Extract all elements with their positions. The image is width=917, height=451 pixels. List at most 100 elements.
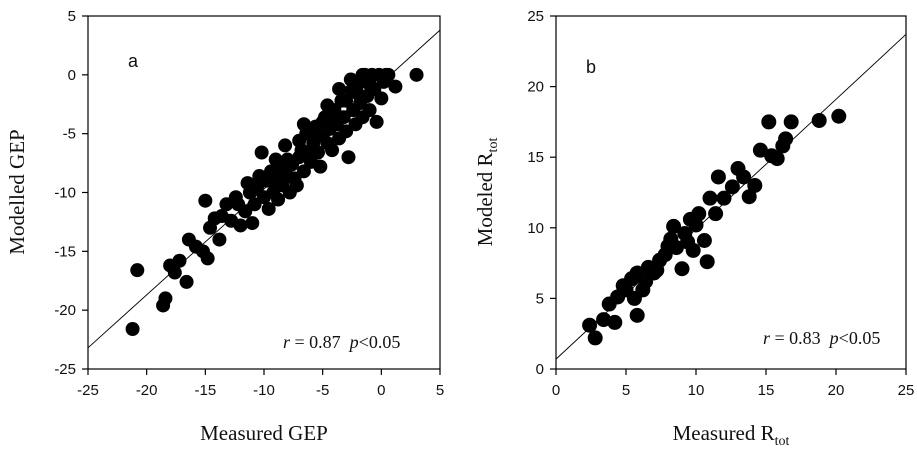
panel-a-point-85 (315, 114, 330, 129)
panel-b-point-42 (811, 112, 827, 128)
panel-a-point-76 (374, 91, 389, 106)
panel-a-point-40 (289, 178, 304, 193)
panel-b-point-44 (638, 273, 654, 289)
panel-a-point-89 (379, 67, 394, 82)
panel-a-point-22 (245, 216, 260, 231)
panel-b-point-19 (674, 261, 690, 277)
panel-b-point-26 (702, 190, 718, 206)
panel-b-x-tick-label: 25 (898, 382, 915, 399)
panel-b-y-ticks: 0 5 10 15 20 25 (527, 8, 556, 378)
panel-b-point-9 (629, 307, 645, 323)
panel-a-point-71 (362, 103, 377, 118)
panel-b-point-38 (769, 151, 785, 167)
panel-b-y-tick-label: 25 (527, 8, 544, 25)
panel-a-point-5 (167, 265, 182, 280)
panel-a-point-74 (369, 114, 384, 129)
panel-b-point-2 (596, 312, 612, 328)
panel-a-x-tick-label: -20 (136, 382, 158, 399)
panel-a-y-tick-label: -10 (54, 185, 76, 202)
panel-a-y-tick-label: 5 (68, 8, 76, 25)
panel-a-y-tick-label: -25 (54, 361, 76, 378)
panel-a-x-axis-title: Measured GEP (200, 421, 328, 445)
panel-a-x-tick-label: -15 (194, 382, 216, 399)
panel-b-point-41 (783, 114, 799, 130)
panel-a-x-tick-label: -10 (253, 382, 275, 399)
panel-b-point-40 (778, 131, 794, 147)
panel-b-x-ticks: 0 5 10 15 20 25 (552, 369, 915, 399)
panel-a-point-50 (313, 159, 328, 174)
panel-b-point-4 (607, 314, 623, 330)
panel-b-point-46 (660, 238, 676, 254)
panel-a-point-19 (233, 218, 248, 233)
panel-b-y-tick-label: 10 (527, 220, 544, 237)
panel-a-y-tick-label: 0 (68, 67, 76, 84)
panel-a-point-11 (200, 251, 215, 266)
panel-a-y-tick-label: -5 (63, 126, 76, 143)
panel-b-x-tick-label: 0 (552, 382, 560, 399)
panel-b-point-35 (752, 142, 768, 158)
panel-b-x-tick-label: 5 (622, 382, 630, 399)
panel-b-point-17 (666, 218, 682, 234)
panel-a-letter: a (128, 51, 139, 71)
panel-b-point-47 (680, 234, 696, 250)
panel-b-point-28 (710, 169, 726, 185)
panel-a-point-12 (198, 193, 213, 208)
panel-b-point-30 (724, 179, 740, 195)
panel-b-point-36 (761, 114, 777, 130)
panel-a-point-98 (252, 169, 267, 184)
panel-a: -25 -20 -15 -10 -5 0 5 -25 -20 -15 -10 -5 0 5 a r = … (5, 8, 444, 445)
panel-b-x-tick-label: 10 (688, 382, 705, 399)
panel-b-frame (555, 15, 907, 370)
panel-a-y-ticks: -25 -20 -15 -10 -5 0 5 (54, 8, 88, 378)
panel-a-point-32 (271, 192, 286, 207)
panel-b-point-32 (736, 169, 752, 185)
panel-b-point-1 (587, 330, 603, 346)
panel-a-point-6 (172, 253, 187, 268)
panel-b-y-tick-label: 15 (527, 149, 544, 166)
panel-a-point-80 (409, 67, 424, 82)
panel-b-point-29 (716, 190, 732, 206)
panel-a-point-3 (158, 291, 173, 306)
panel-b-point-45 (649, 262, 665, 278)
panel-b-point-43 (831, 108, 847, 124)
panel-b-y-axis-title: Modeled Rtot (473, 138, 501, 247)
panel-b-point-34 (747, 177, 763, 193)
panel-a-point-0 (125, 321, 140, 336)
panel-b-point-24 (696, 233, 712, 249)
panel-a-y-tick-label: -20 (54, 302, 76, 319)
panel-b-point-25 (699, 254, 715, 270)
panel-b-points (582, 108, 847, 346)
panel-a-point-25 (254, 145, 269, 160)
panel-a-point-95 (332, 81, 347, 96)
panel-a-y-tick-label: -15 (54, 243, 76, 260)
panel-a-point-97 (296, 117, 311, 132)
panel-a-point-81 (214, 209, 229, 224)
panel-b-y-tick-label: 0 (536, 361, 544, 378)
panel-b-point-48 (688, 217, 704, 233)
panel-a-point-55 (325, 143, 340, 158)
panel-a-x-tick-label: 0 (377, 382, 385, 399)
panel-a-point-1 (130, 263, 145, 278)
panel-a-point-93 (343, 72, 358, 87)
panel-a-point-62 (341, 150, 356, 165)
panel-a-point-28 (261, 201, 276, 216)
panel-a-annotation: r = 0.87 p<0.05 (283, 332, 400, 352)
panel-b-annotation: r = 0.83 p<0.05 (763, 328, 880, 348)
panel-b-point-27 (708, 206, 724, 222)
panel-a-point-84 (292, 133, 307, 148)
panel-a-point-49 (310, 145, 325, 160)
panel-a-point-99 (231, 197, 246, 212)
panel-a-point-86 (339, 93, 354, 108)
panel-b-point-23 (691, 206, 707, 222)
panel-a-point-82 (240, 176, 255, 191)
panel-a-point-79 (388, 79, 403, 94)
panel-a-point-96 (320, 98, 335, 113)
panel-a-points (125, 67, 424, 336)
panel-a-point-7 (179, 274, 194, 289)
panel-b-y-tick-label: 5 (536, 290, 544, 307)
panel-a-y-axis-title: Modelled GEP (5, 129, 29, 254)
panel-a-x-tick-label: 5 (436, 382, 444, 399)
panel-b-point-33 (741, 189, 757, 205)
